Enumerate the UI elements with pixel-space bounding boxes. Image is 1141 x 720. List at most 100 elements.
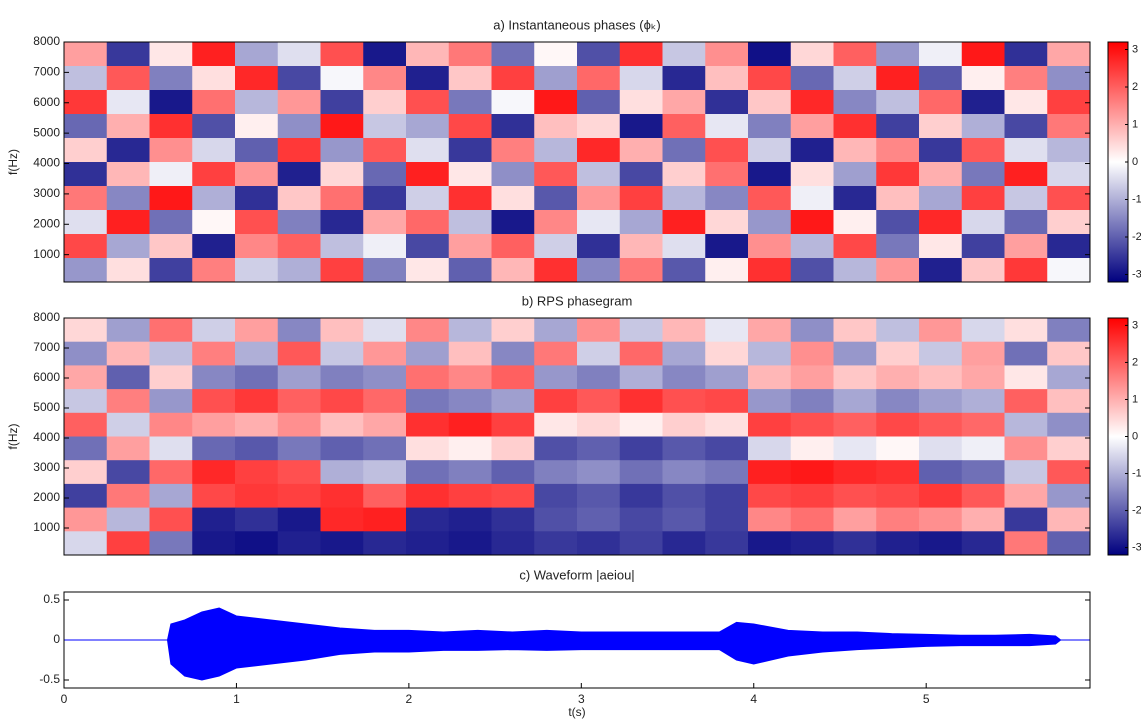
heatmap-cell — [448, 162, 492, 187]
heatmap-cell — [1004, 507, 1048, 532]
heatmap-cell — [448, 318, 492, 343]
heatmap-cell — [619, 186, 663, 211]
heatmap-cell — [491, 531, 535, 556]
heatmap-cell — [534, 483, 578, 509]
heatmap-cell — [448, 412, 492, 437]
heatmap-cell — [619, 210, 663, 235]
heatmap-cell — [534, 90, 578, 115]
heatmap-cell — [577, 507, 621, 532]
y-tick-label: 7000 — [33, 65, 60, 79]
heatmap-cell — [277, 460, 321, 485]
heatmap-cell — [577, 90, 621, 115]
heatmap-cell — [662, 436, 706, 461]
heatmap-cell — [235, 460, 279, 485]
heatmap-cell — [491, 258, 535, 283]
heatmap-cell — [961, 234, 1005, 259]
heatmap-cell — [919, 66, 963, 91]
heatmap-cell — [705, 186, 749, 211]
heatmap-cell — [448, 186, 492, 211]
heatmap-cell — [534, 460, 578, 485]
heatmap-cell — [790, 114, 834, 139]
y-tick-label: 0 — [53, 632, 60, 646]
heatmap-cell — [876, 412, 920, 437]
heatmap-cell — [363, 210, 407, 235]
heatmap-cell — [320, 186, 364, 211]
heatmap-cell — [748, 460, 792, 485]
heatmap-cell — [748, 389, 792, 414]
heatmap-cell — [363, 42, 407, 67]
heatmap-cell — [363, 389, 407, 414]
y-tick-label: 3000 — [33, 186, 60, 200]
heatmap-cell — [876, 210, 920, 235]
heatmap-cell — [919, 210, 963, 235]
heatmap-cell — [149, 389, 193, 414]
y-tick-label: 5000 — [33, 400, 60, 414]
heatmap-cell — [149, 507, 193, 532]
heatmap-cell — [748, 90, 792, 115]
heatmap-cell — [619, 507, 663, 532]
heatmap-cell — [363, 507, 407, 532]
heatmap-cell — [1047, 389, 1091, 414]
heatmap-cell — [491, 436, 535, 461]
heatmap-cell — [320, 531, 364, 556]
heatmap-cell — [448, 507, 492, 532]
heatmap-cell — [876, 365, 920, 390]
heatmap-cell — [833, 138, 877, 163]
heatmap-cell — [662, 42, 706, 67]
y-tick-label: 2000 — [33, 216, 60, 230]
heatmap-cell — [491, 412, 535, 437]
heatmap-cell — [64, 138, 108, 163]
heatmap-cell — [149, 483, 193, 509]
heatmap-cell — [876, 389, 920, 414]
heatmap-cell — [320, 318, 364, 343]
heatmap-cell — [790, 365, 834, 390]
chart-title: c) Waveform |aeiou| — [519, 567, 634, 582]
heatmap-cell — [833, 258, 877, 283]
heatmap-cell — [235, 389, 279, 414]
heatmap-cell — [363, 483, 407, 509]
heatmap-cell — [919, 531, 963, 556]
heatmap-cell — [705, 341, 749, 366]
heatmap-cell — [833, 389, 877, 414]
heatmap-cell — [64, 341, 108, 366]
heatmap-cell — [748, 42, 792, 67]
heatmap-cell — [149, 341, 193, 366]
heatmap-cell — [790, 483, 834, 509]
heatmap-cell — [748, 412, 792, 437]
heatmap-cell — [320, 365, 364, 390]
heatmap-cell — [534, 210, 578, 235]
heatmap-cell — [192, 531, 236, 556]
heatmap-cell — [961, 114, 1005, 139]
heatmap-cell — [235, 90, 279, 115]
heatmap-cell — [192, 483, 236, 509]
heatmap-cell — [1047, 138, 1091, 163]
heatmap-cell — [1047, 341, 1091, 366]
heatmap-cell — [619, 389, 663, 414]
heatmap-cell — [277, 42, 321, 67]
y-tick-label: 8000 — [33, 310, 60, 324]
heatmap-cell — [106, 531, 150, 556]
heatmap-cell — [876, 66, 920, 91]
heatmap-cell — [106, 90, 150, 115]
heatmap-cell — [577, 412, 621, 437]
heatmap-cell — [235, 507, 279, 532]
heatmap-cell — [406, 436, 450, 461]
heatmap-cell — [1004, 234, 1048, 259]
heatmap-cell — [1004, 365, 1048, 390]
heatmap-cell — [192, 318, 236, 343]
heatmap-cell — [64, 365, 108, 390]
heatmap-cell — [363, 162, 407, 187]
heatmap-cell — [192, 412, 236, 437]
heatmap-cell — [919, 460, 963, 485]
heatmap-cell — [64, 460, 108, 485]
heatmap-cell — [363, 460, 407, 485]
heatmap-cell — [1004, 210, 1048, 235]
heatmap-cell — [64, 186, 108, 211]
heatmap-cell — [406, 507, 450, 532]
heatmap-cell — [448, 531, 492, 556]
heatmap-cell — [662, 186, 706, 211]
y-tick-label: 3000 — [33, 460, 60, 474]
heatmap-cell — [534, 436, 578, 461]
heatmap-cell — [790, 42, 834, 67]
heatmap-cell — [833, 531, 877, 556]
